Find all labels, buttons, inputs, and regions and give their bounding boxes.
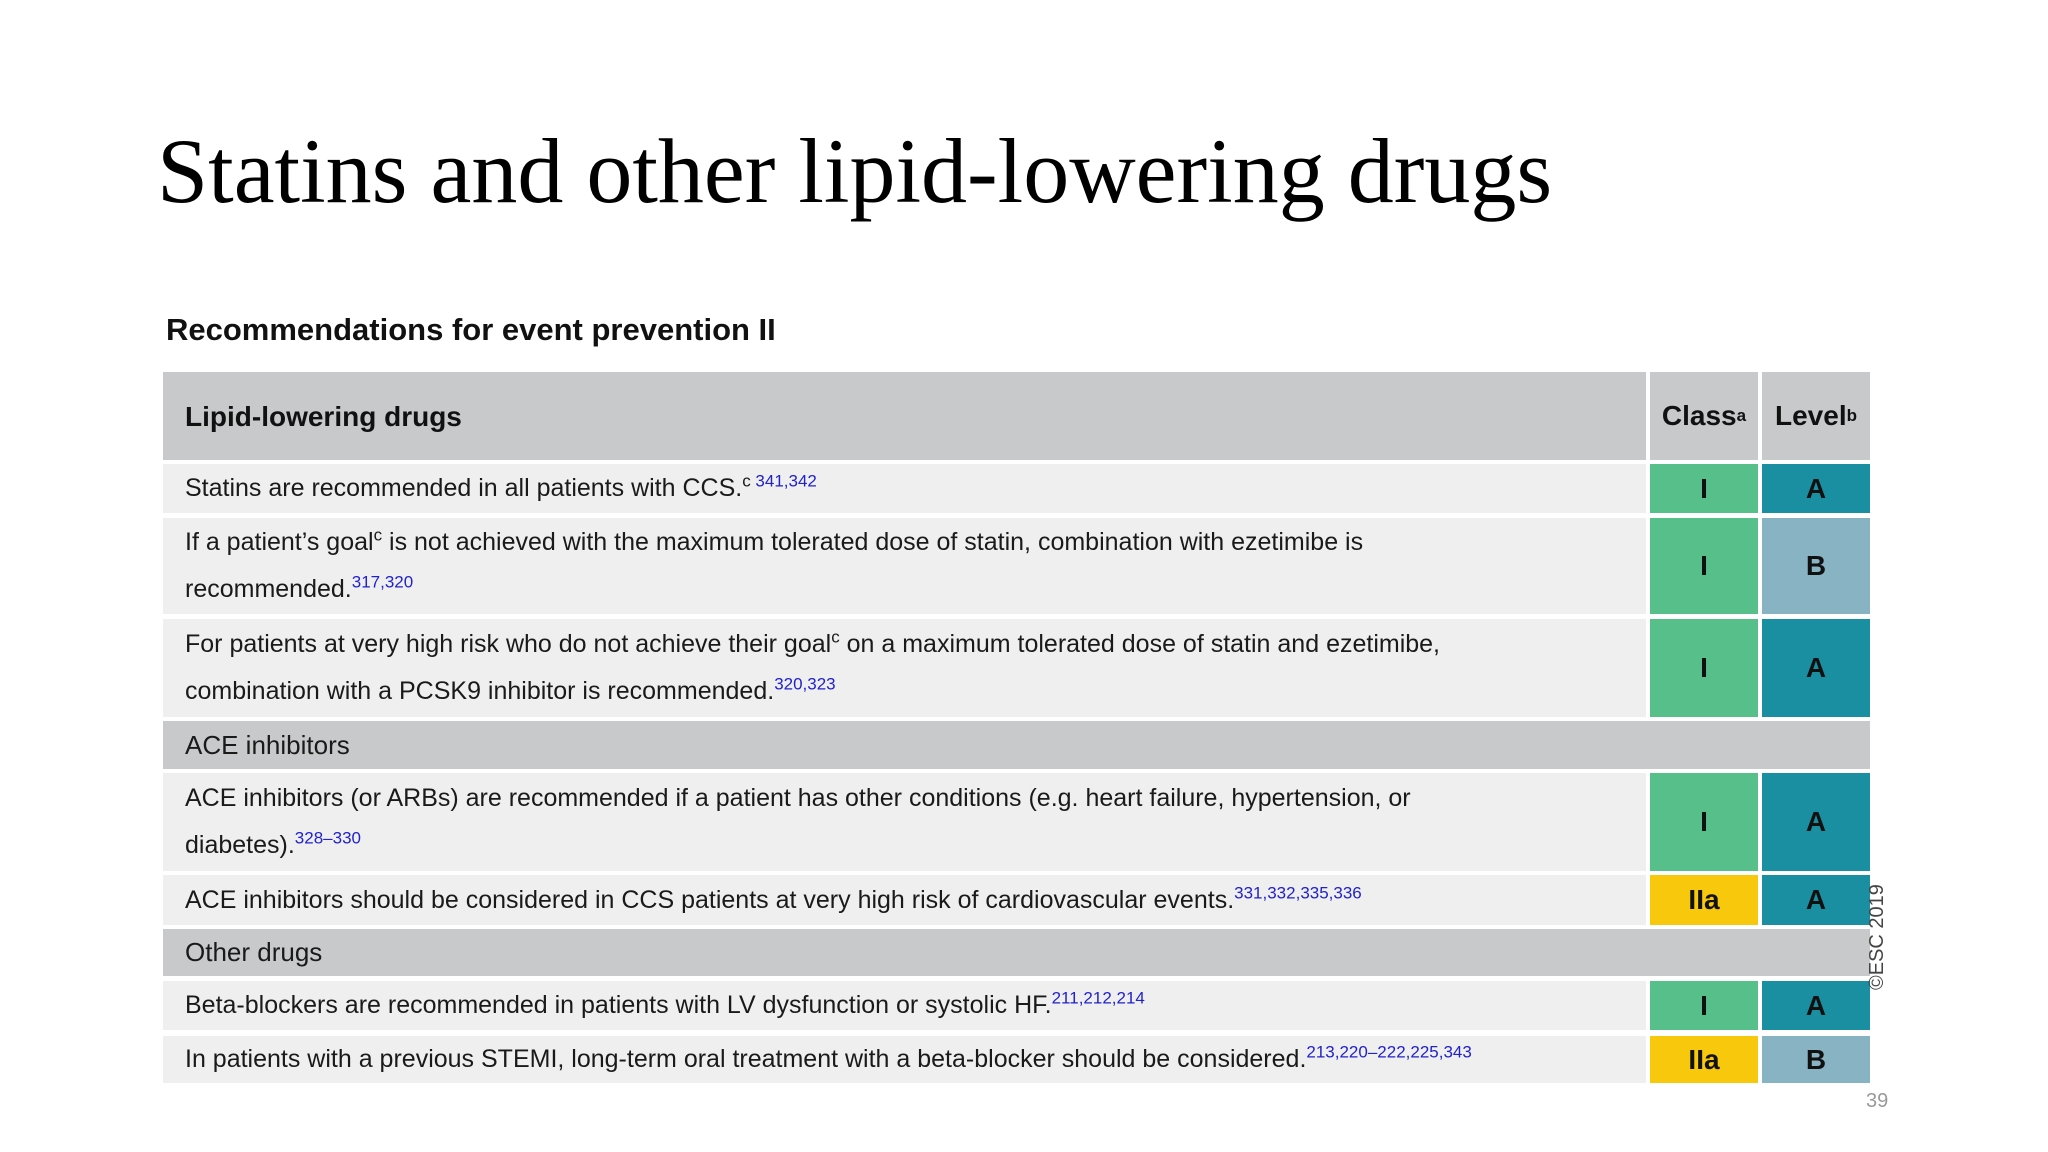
class-text: I — [1700, 652, 1708, 683]
level-badge: B — [1762, 518, 1870, 614]
text: ACE inhibitors (or ARBs) are recommended… — [185, 784, 1411, 859]
class-text: IIa — [1688, 884, 1720, 915]
superscript: c — [831, 627, 840, 647]
text: Beta-blockers are recommended in patient… — [185, 991, 1052, 1019]
page-number: 39 — [1866, 1090, 1889, 1112]
text: If a patient’s goal — [185, 528, 374, 556]
header-text: Level — [1775, 400, 1847, 431]
reference: 320,323 — [774, 674, 836, 694]
reference: 317,320 — [351, 572, 414, 592]
recommendation-text: ACE inhibitors should be considered in C… — [163, 875, 1646, 925]
class-badge: I — [1650, 981, 1758, 1030]
text-body: For patients at very high risk who do no… — [185, 621, 1515, 715]
text: In patients with a previous STEMI, long-… — [185, 1045, 1307, 1073]
level-text: A — [1805, 472, 1827, 504]
class-badge: IIa — [1650, 875, 1758, 925]
recommendation-text: ACE inhibitors (or ARBs) are recommended… — [163, 773, 1646, 871]
level-badge: A — [1762, 464, 1870, 513]
class-text: I — [1700, 550, 1708, 581]
reference: 211,212,214 — [1051, 988, 1145, 1008]
class-badge: I — [1650, 464, 1758, 513]
class-text: I — [1700, 472, 1708, 504]
text: on a maximum tolerated dose of statin an… — [185, 630, 1441, 705]
class-badge: IIa — [1650, 1036, 1758, 1083]
recommendation-text: In patients with a previous STEMI, long-… — [163, 1036, 1646, 1083]
reference: 213,220–222,225,343 — [1306, 1042, 1472, 1062]
recommendation-text: If a patient’s goalc is not achieved wit… — [163, 518, 1646, 614]
class-text: I — [1700, 989, 1708, 1021]
text: Statins are recommended in all patients … — [185, 474, 743, 502]
level-text: A — [1805, 989, 1827, 1021]
copyright: ©ESC 2019 — [1866, 884, 1888, 990]
section-row: ACE inhibitors — [163, 721, 1870, 769]
text-body: Statins are recommended in all patients … — [185, 465, 817, 512]
text: For patients at very high risk who do no… — [185, 630, 832, 658]
superscript: c — [742, 471, 751, 491]
section-label: Other drugs — [185, 937, 323, 967]
level-text: A — [1805, 652, 1827, 683]
level-badge: A — [1762, 875, 1870, 925]
level-badge: B — [1762, 1036, 1870, 1083]
recommendation-text: Beta-blockers are recommended in patient… — [163, 981, 1646, 1030]
header-text: Class — [1661, 400, 1737, 431]
reference: 341,342 — [750, 471, 817, 491]
text-body: If a patient’s goalc is not achieved wit… — [185, 519, 1515, 613]
text-body: ACE inhibitors (or ARBs) are recommended… — [185, 775, 1515, 869]
level-text: A — [1805, 884, 1827, 915]
text-body: ACE inhibitors should be considered in C… — [185, 877, 1362, 924]
recommendation-text: Statins are recommended in all patients … — [163, 464, 1646, 513]
header-level: Level b — [1762, 372, 1870, 460]
class-text: I — [1700, 806, 1708, 837]
level-text: A — [1805, 806, 1827, 837]
class-badge: I — [1650, 619, 1758, 717]
class-badge: I — [1650, 518, 1758, 614]
class-badge: I — [1650, 773, 1758, 871]
text-body: In patients with a previous STEMI, long-… — [185, 1036, 1472, 1083]
level-text: B — [1805, 550, 1827, 581]
table-caption: Recommendations for event prevention II — [166, 312, 776, 347]
header-text: Lipid-lowering drugs — [185, 400, 462, 432]
header-label: Lipid-lowering drugs — [163, 372, 1646, 460]
header-class: Class a — [1650, 372, 1758, 460]
level-badge: A — [1762, 773, 1870, 871]
level-text: B — [1805, 1043, 1827, 1075]
reference: 331,332,335,336 — [1234, 883, 1362, 903]
section-row: Other drugs — [163, 929, 1870, 976]
superscript: c — [373, 525, 383, 545]
level-badge: A — [1762, 981, 1870, 1030]
class-text: IIa — [1688, 1043, 1720, 1075]
slide-title: Statins and other lipid-lowering drugs — [157, 120, 1553, 222]
text: ACE inhibitors should be considered in C… — [185, 885, 1235, 914]
reference: 328–330 — [294, 828, 361, 848]
text-body: Beta-blockers are recommended in patient… — [185, 982, 1145, 1029]
recommendation-text: For patients at very high risk who do no… — [163, 619, 1646, 717]
text: is not achieved with the maximum tolerat… — [185, 528, 1364, 603]
level-badge: A — [1762, 619, 1870, 717]
section-label: ACE inhibitors — [185, 729, 350, 760]
